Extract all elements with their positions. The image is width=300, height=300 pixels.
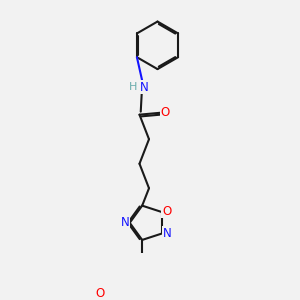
Text: N: N	[140, 81, 148, 94]
Text: H: H	[129, 82, 137, 92]
Text: O: O	[162, 205, 172, 218]
Text: O: O	[160, 106, 170, 119]
Text: N: N	[121, 216, 130, 229]
Text: O: O	[95, 287, 104, 300]
Text: N: N	[163, 227, 171, 240]
